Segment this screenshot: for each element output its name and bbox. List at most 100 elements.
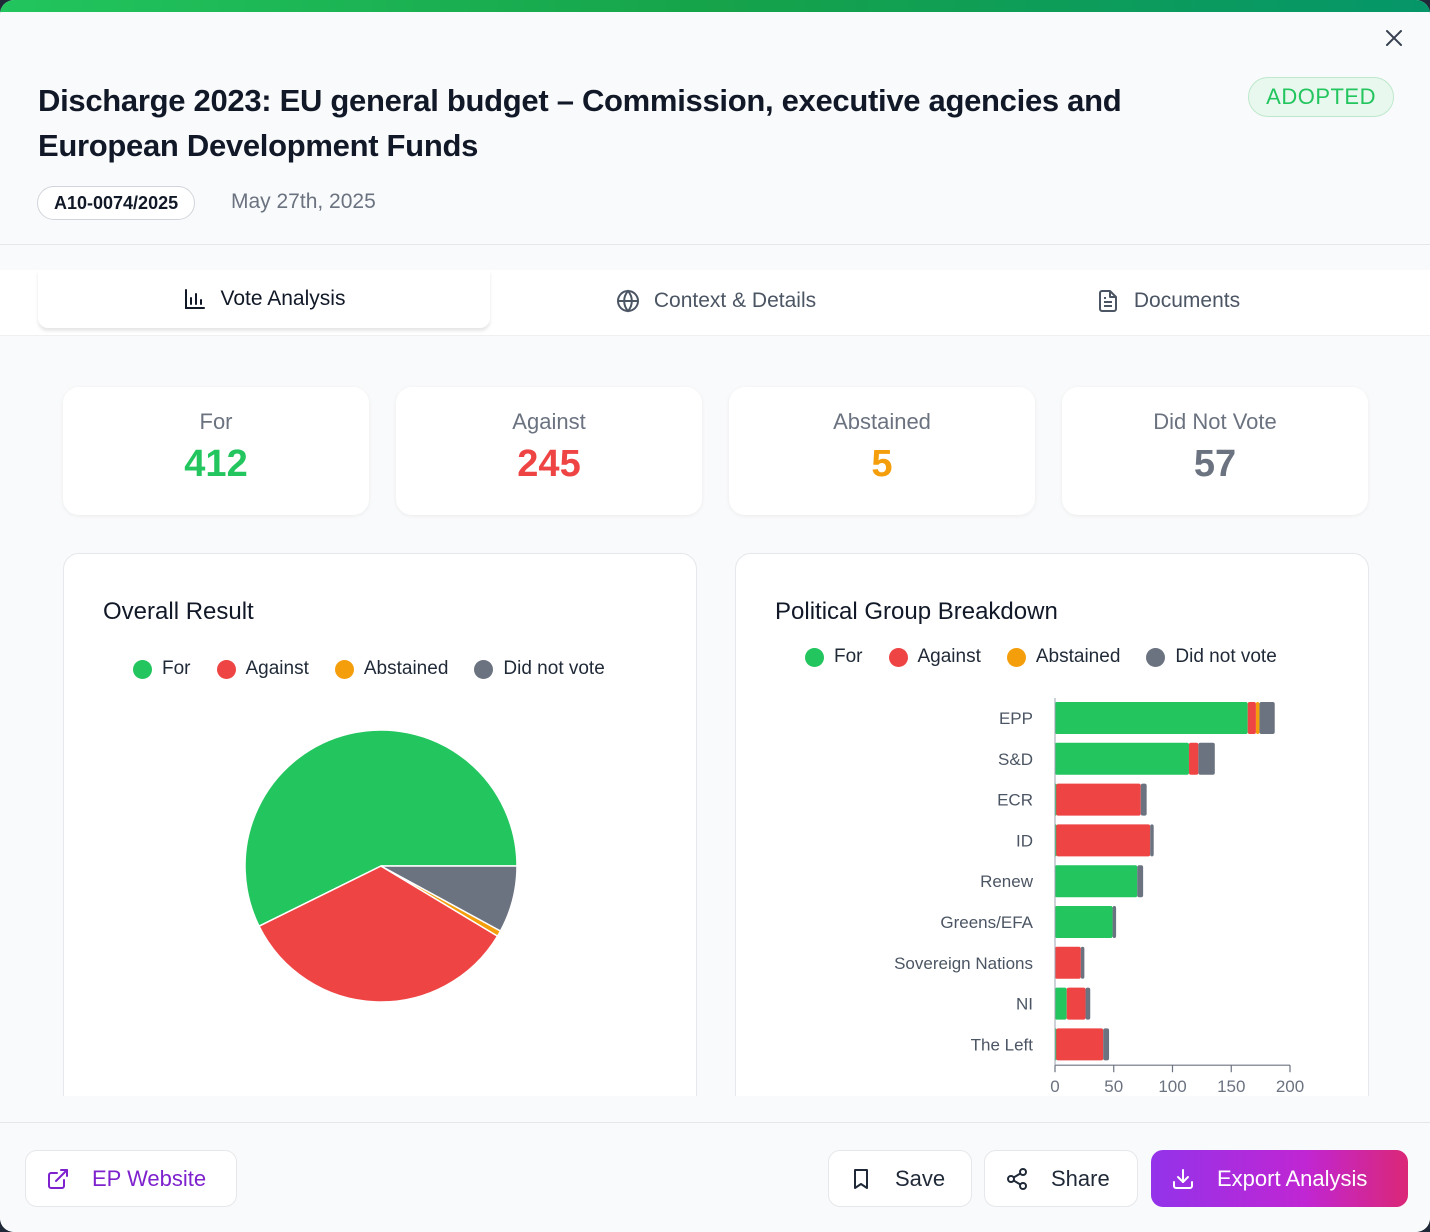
y-tick-label: The Left <box>971 1035 1034 1054</box>
tab-label: Context & Details <box>653 289 817 312</box>
legend-label: Abstained <box>363 658 449 679</box>
bar-segment-against[interactable] <box>1055 946 1081 979</box>
bar-legend: For Against Abstained Did not vote <box>805 646 1277 668</box>
pie-slice-did-not-vote[interactable] <box>380 865 518 932</box>
tab-documents[interactable]: Documents <box>942 272 1394 330</box>
divider <box>0 244 1430 245</box>
legend-label: For <box>834 646 863 667</box>
bar-segment-abstained[interactable] <box>1255 702 1260 734</box>
bar-segment-for[interactable] <box>1055 987 1067 1020</box>
legend-item-abstained[interactable]: Abstained <box>1006 646 1121 668</box>
bar-segment-against[interactable] <box>1066 987 1086 1020</box>
divider <box>0 1122 1430 1123</box>
save-button[interactable]: Save <box>828 1150 972 1207</box>
legend-label: Against <box>917 646 981 667</box>
bar-segment-for[interactable] <box>1055 865 1138 898</box>
y-tick-label: Greens/EFA <box>940 913 1033 932</box>
tab-vote-analysis[interactable]: Vote Analysis <box>38 270 490 328</box>
bar-segment-did-not-vote[interactable] <box>1150 824 1154 857</box>
document-icon <box>1098 290 1117 312</box>
legend-swatch <box>474 659 494 679</box>
globe-icon <box>616 289 639 313</box>
bar-segment-did-not-vote[interactable] <box>1103 1028 1110 1061</box>
legend-swatch <box>805 647 824 667</box>
bar-segment-against[interactable] <box>1056 783 1141 816</box>
bar-segment-did-not-vote[interactable] <box>1259 702 1275 734</box>
button-label: EP Website <box>92 1165 207 1191</box>
bar-segment-against[interactable] <box>1056 1028 1104 1061</box>
export-analysis-button[interactable]: Export Analysis <box>1151 1150 1408 1207</box>
button-label: Export Analysis <box>1217 1165 1368 1191</box>
bar-segment-against[interactable] <box>1247 702 1256 734</box>
legend-item-against[interactable]: Against <box>888 646 981 668</box>
vote-date: May 27th, 2025 <box>231 190 376 213</box>
bar-segment-did-not-vote[interactable] <box>1137 865 1144 898</box>
legend-item-did-not-vote[interactable]: Did not vote <box>1146 646 1277 668</box>
legend-label: Did not vote <box>1175 646 1277 667</box>
y-tick-label: S&D <box>998 750 1033 769</box>
stat-label: For <box>199 409 233 434</box>
bar-segment-did-not-vote[interactable] <box>1140 783 1147 816</box>
bar-segment-did-not-vote[interactable] <box>1080 946 1085 979</box>
y-tick-label: Renew <box>980 872 1034 891</box>
share-icon <box>1007 1167 1027 1190</box>
bar-segment-did-not-vote[interactable] <box>1112 906 1117 938</box>
stacked-bar-chart: EPP S&D ECR ID Renew Greens/EFA Sovereign Nati… <box>894 698 1304 1096</box>
stat-label: Against <box>512 409 586 434</box>
legend-label: Abstained <box>1035 646 1121 667</box>
bar-segment-for[interactable] <box>1055 906 1113 938</box>
x-tick-label: 100 <box>1158 1077 1186 1096</box>
stat-value: 5 <box>871 443 893 485</box>
external-link-icon <box>48 1168 68 1189</box>
status-badge: ADOPTED <box>1248 77 1394 117</box>
bar-segment-did-not-vote[interactable] <box>1198 742 1215 775</box>
legend-swatch <box>334 659 354 679</box>
y-tick-label: NI <box>1016 995 1033 1014</box>
y-tick-label: EPP <box>999 709 1033 728</box>
reference-chip: A10-0074/2025 <box>37 186 196 220</box>
bar-segment-against[interactable] <box>1188 742 1199 775</box>
legend-swatch <box>1146 647 1166 667</box>
y-tick-label: ID <box>1016 831 1033 850</box>
tab-bar: Vote Analysis Context & Details Document… <box>0 270 1430 336</box>
stat-card-for: For 412 <box>63 387 369 515</box>
legend-label: Did not vote <box>503 658 605 679</box>
stat-label: Abstained <box>833 409 931 434</box>
chart-title: Political Group Breakdown <box>775 598 1058 625</box>
stat-value: 57 <box>1193 443 1237 485</box>
bar-segment-did-not-vote[interactable] <box>1085 987 1091 1020</box>
x-tick-label: 150 <box>1217 1077 1245 1096</box>
bar-segment-for[interactable] <box>1055 702 1248 734</box>
overall-result-card: Overall Result For Against Abstained Did… <box>63 553 697 1113</box>
button-label: Save <box>895 1165 946 1191</box>
legend-item-abstained[interactable]: Abstained <box>334 658 449 680</box>
close-button[interactable] <box>1382 26 1406 50</box>
y-tick-label: ECR <box>997 791 1033 810</box>
ep-website-button[interactable]: EP Website <box>25 1150 237 1207</box>
legend-item-for[interactable]: For <box>805 646 863 668</box>
legend-label: Against <box>245 658 309 679</box>
pie-legend: For Against Abstained Did not vote <box>133 658 605 680</box>
stat-label: Did Not Vote <box>1153 409 1277 434</box>
legend-label: For <box>162 658 191 679</box>
bar-segment-against[interactable] <box>1056 824 1151 857</box>
pie-slice-against[interactable] <box>258 865 499 1003</box>
legend-item-for[interactable]: For <box>133 658 191 680</box>
legend-item-did-not-vote[interactable]: Did not vote <box>474 658 605 680</box>
legend-item-against[interactable]: Against <box>216 658 309 680</box>
x-tick-label: 50 <box>1104 1077 1123 1096</box>
button-label: Share <box>1051 1165 1110 1191</box>
close-icon <box>1386 30 1402 46</box>
bookmark-icon <box>854 1168 868 1189</box>
tab-label: Documents <box>1133 289 1241 312</box>
tab-context-details[interactable]: Context & Details <box>490 272 942 330</box>
x-tick-label: 200 <box>1276 1077 1304 1096</box>
stat-value: 245 <box>517 443 581 485</box>
accent-bar <box>0 0 1430 12</box>
pie-slice-for[interactable] <box>244 729 518 928</box>
legend-swatch <box>888 647 908 667</box>
share-button[interactable]: Share <box>984 1150 1138 1207</box>
bar-segment-for[interactable] <box>1055 742 1189 775</box>
group-breakdown-card: Political Group Breakdown For Against Ab… <box>735 553 1369 1113</box>
stat-card-did-not-vote: Did Not Vote 57 <box>1062 387 1368 515</box>
